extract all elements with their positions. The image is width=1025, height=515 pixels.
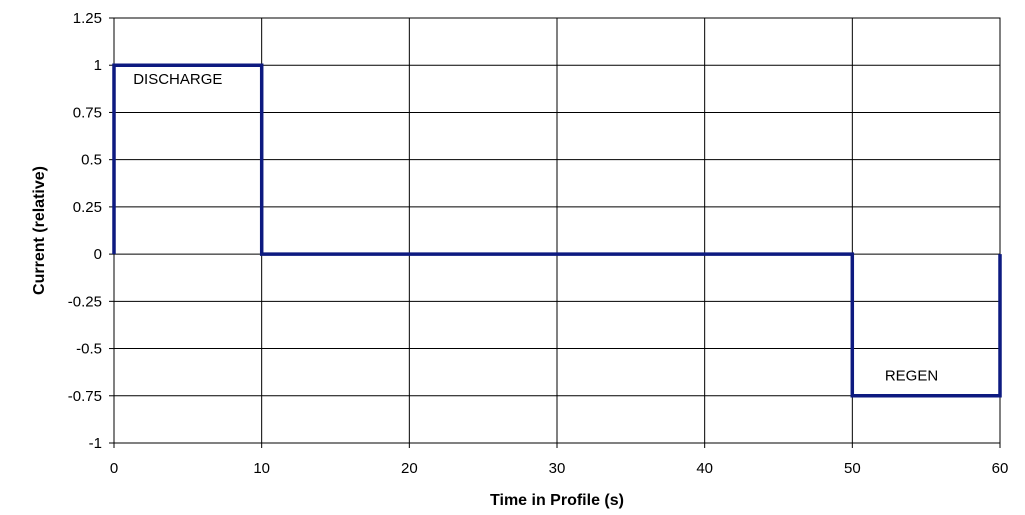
x-tick-label: 50 [844,460,861,477]
y-tick-label: -0.25 [68,293,102,310]
x-tick-label: 20 [401,460,418,477]
annotation-label: DISCHARGE [133,71,222,88]
x-axis-title: Time in Profile (s) [490,492,624,509]
annotations: DISCHARGE REGEN [133,71,938,385]
x-axis-ticks: 0 10 20 30 40 50 60 [110,443,1009,477]
y-tick-label: 0 [94,246,102,263]
y-tick-label: 0.5 [81,152,102,169]
grid [113,17,1001,444]
y-tick-label: -0.5 [76,341,102,358]
y-axis-title: Current (relative) [31,166,48,295]
y-tick-label: 0.25 [73,199,102,216]
x-tick-label: 0 [110,460,118,477]
y-tick-label: -0.75 [68,388,102,405]
y-tick-label: 1 [94,57,102,74]
y-tick-label: 1.25 [73,10,102,27]
series-line [112,63,1002,398]
y-tick-label: -1 [89,435,102,452]
y-axis-ticks: 1.25 1 0.75 0.5 0.25 0 -0.25 -0.5 -0.75 -1 [68,10,114,452]
series-layer [112,63,1002,398]
x-tick-label: 40 [696,460,713,477]
annotation-label: REGEN [885,368,938,385]
x-tick-label: 10 [253,460,270,477]
x-tick-label: 60 [992,460,1009,477]
x-tick-label: 30 [549,460,566,477]
y-tick-label: 0.75 [73,104,102,121]
